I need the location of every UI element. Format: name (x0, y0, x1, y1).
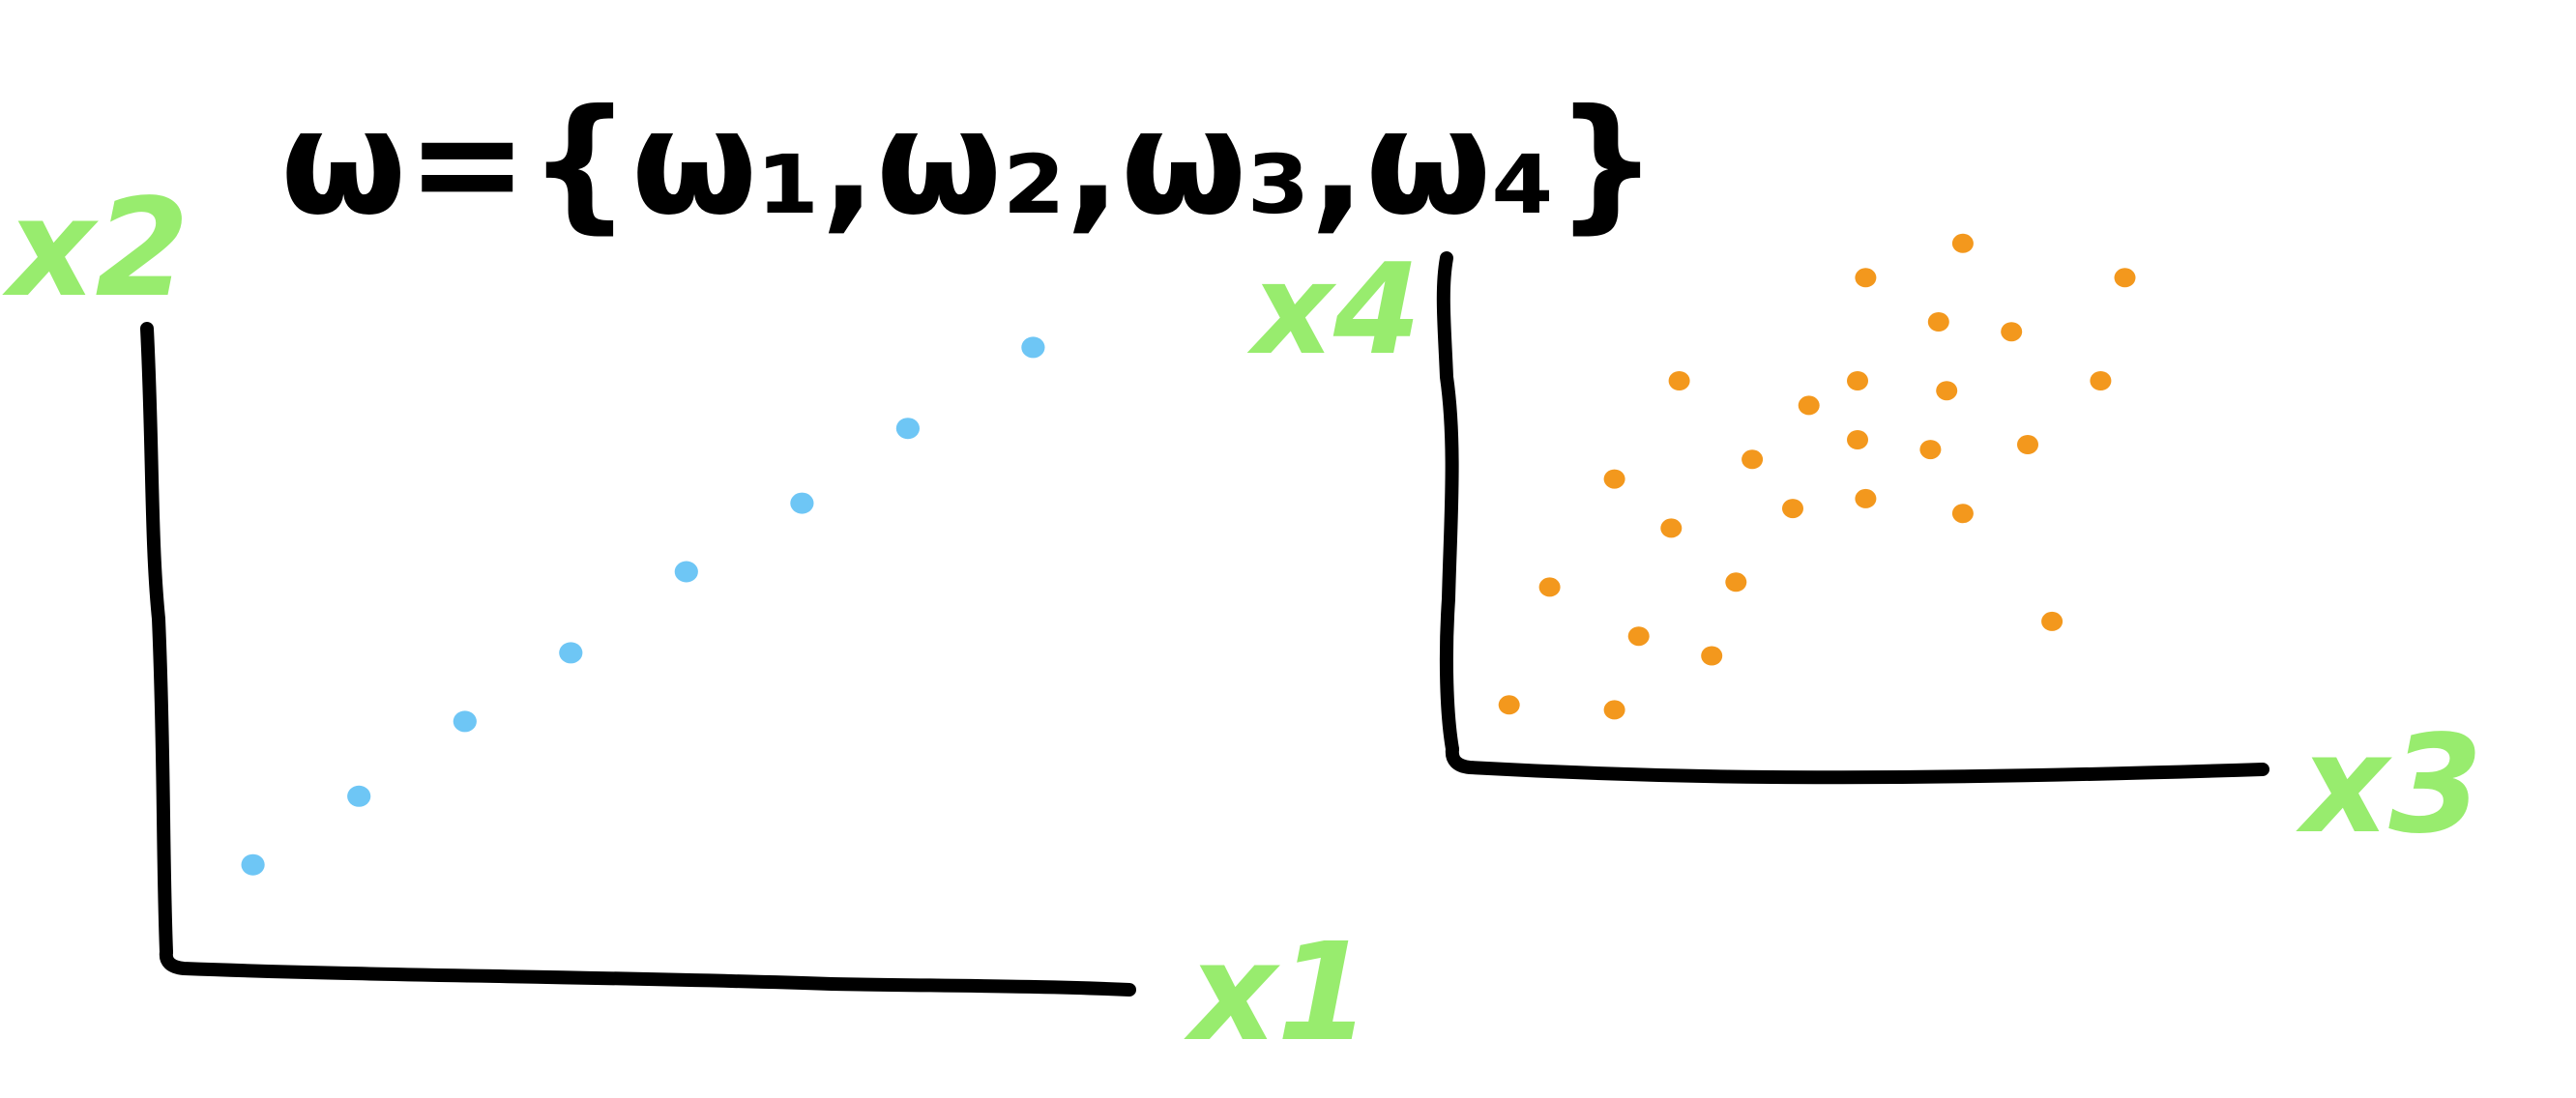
right-x-axis-label: x3 (2296, 707, 2483, 864)
left-y-axis (140, 322, 173, 959)
scatter-point (559, 642, 583, 664)
scatter-point (241, 853, 265, 876)
scatter-point (2041, 611, 2064, 631)
scatter-point (1847, 430, 1868, 449)
left-plot: x1 x2 (2, 170, 1371, 1072)
scatter-point (1927, 312, 1949, 332)
scatter-point (1951, 233, 1974, 253)
right-scatter-points (1498, 233, 2136, 720)
scatter-point (1021, 336, 1045, 359)
scatter-point (1855, 488, 1877, 508)
scatter-point (1855, 268, 1877, 288)
scatter-point (347, 785, 371, 807)
scatter-point (453, 710, 477, 733)
scatter-point (1847, 371, 1868, 390)
scatter-point (2017, 435, 2038, 454)
left-x-axis (159, 945, 1136, 997)
right-plot: x3 x4 (1246, 233, 2483, 864)
scatter-point (1538, 577, 1561, 597)
scatter-point (1782, 499, 1803, 519)
scatter-point (790, 492, 814, 514)
scatter-point (1603, 700, 1625, 720)
scatter-point (2114, 268, 2136, 288)
scatter-point (2090, 371, 2112, 390)
left-scatter-points (241, 336, 1045, 876)
scatter-point (1660, 518, 1683, 538)
scatter-point (2001, 322, 2023, 342)
scatter-point (1936, 381, 1958, 401)
right-y-axis (1436, 251, 1459, 756)
scatter-point (1725, 572, 1747, 592)
left-x-axis-label: x1 (1184, 914, 1371, 1072)
scatter-point (1919, 440, 1942, 460)
scatter-point (1951, 504, 1974, 524)
scatter-point (674, 561, 698, 583)
left-y-axis-label: x2 (2, 170, 190, 328)
scatter-point (895, 418, 921, 440)
right-x-axis (1445, 742, 2269, 785)
scatter-point (1742, 449, 1764, 470)
title-set-notation: ω={ω₁,ω₂,ω₃,ω₄} (280, 79, 1658, 247)
scatter-point (1627, 626, 1650, 647)
scatter-point (1798, 395, 1820, 416)
right-y-axis-label: x4 (1246, 236, 1420, 383)
scatter-point (1603, 469, 1625, 489)
scatter-point (1668, 371, 1690, 390)
scatter-point (1498, 695, 1520, 715)
scatter-point (1701, 646, 1723, 666)
